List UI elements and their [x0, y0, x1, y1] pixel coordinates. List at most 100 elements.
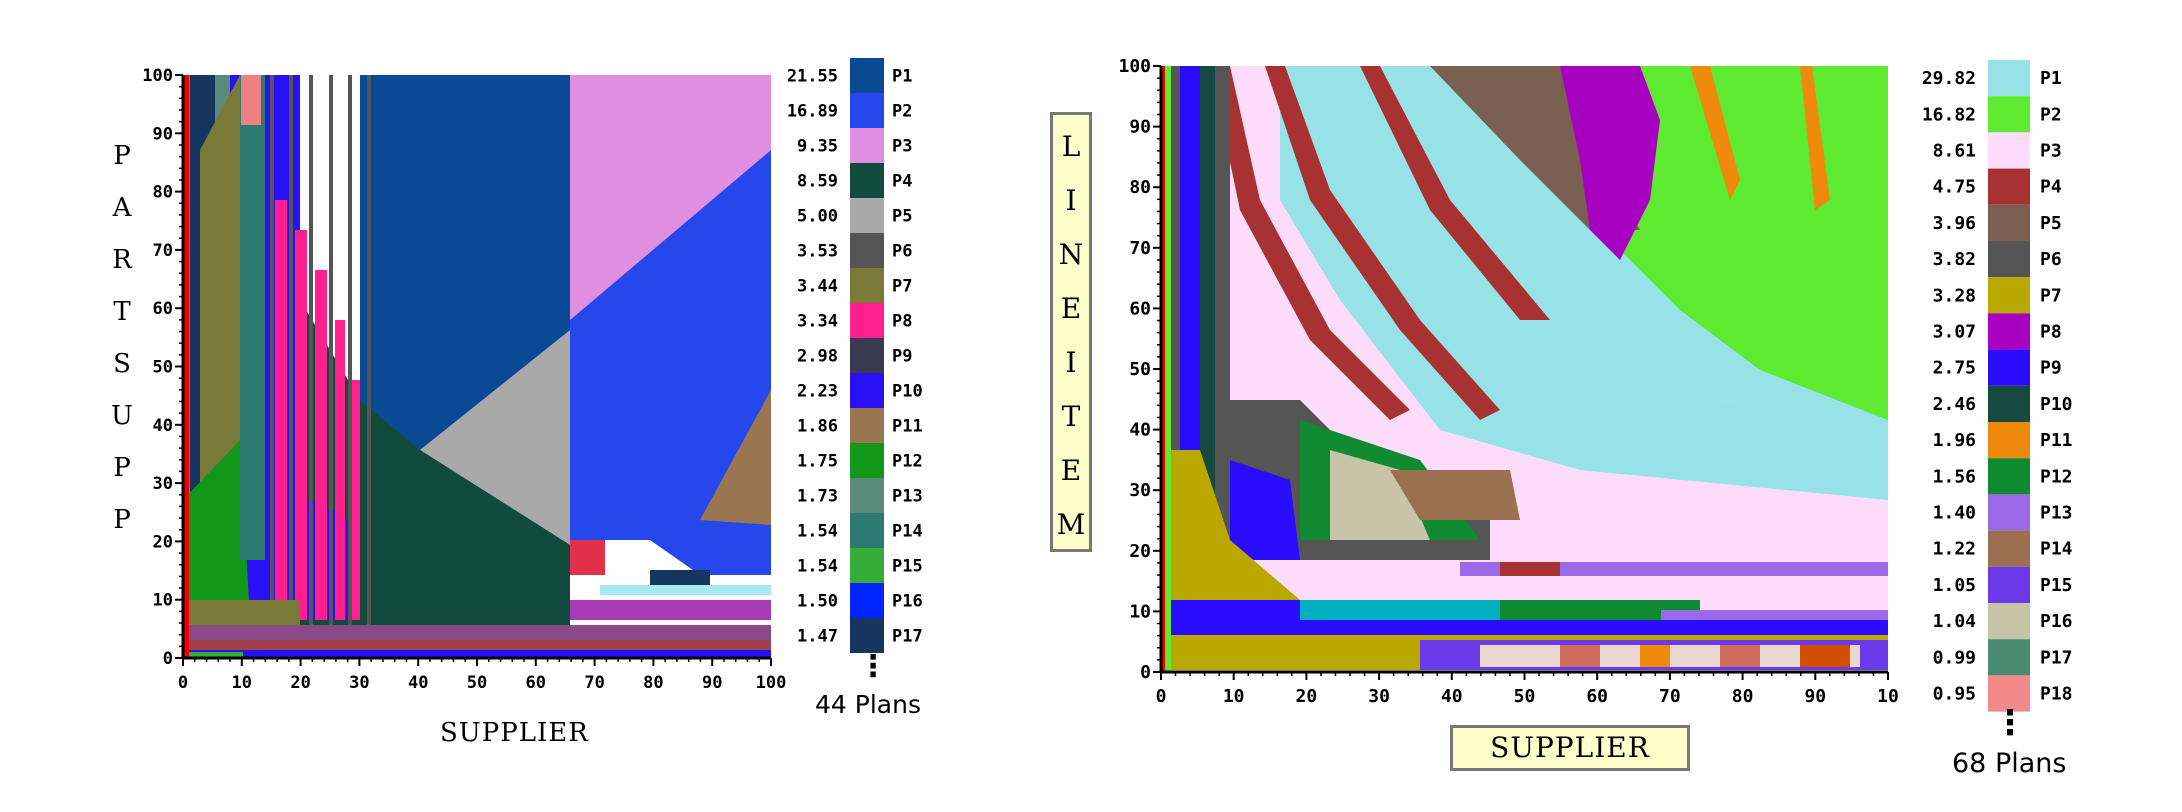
x-tick-label: 90	[702, 673, 722, 693]
x-tick-label: 70	[1659, 686, 1681, 707]
left-plan-regions	[183, 75, 771, 658]
legend-swatch	[850, 618, 884, 653]
legend-value: 8.59	[797, 172, 838, 192]
legend-plan-label: P4	[2040, 177, 2062, 198]
legend-plan-label: P17	[892, 627, 923, 647]
right-plans-count: 68 Plans	[1952, 748, 2067, 779]
legend-value: 3.34	[797, 312, 838, 332]
y-tick-label: 30	[1129, 480, 1151, 501]
legend-value: 8.61	[1933, 141, 1976, 162]
legend-swatch	[850, 373, 884, 408]
legend-swatch	[1988, 60, 2030, 97]
legend-value: 16.82	[1922, 104, 1976, 125]
legend-value: 1.04	[1933, 611, 1977, 632]
x-tick-label: 80	[1732, 686, 1754, 707]
y-tick-label: 100	[142, 66, 173, 86]
legend-swatch	[850, 408, 884, 443]
legend-plan-label: P14	[892, 522, 923, 542]
x-tick-label: 30	[349, 673, 369, 693]
legend-value: 1.05	[1933, 575, 1976, 596]
legend-swatch	[1988, 349, 2030, 386]
legend-value: 3.96	[1933, 213, 1976, 234]
legend-swatch	[1988, 168, 2030, 205]
legend-swatch	[1988, 566, 2030, 603]
legend-plan-label: P9	[892, 347, 912, 367]
legend-swatch	[1988, 241, 2030, 278]
legend-plan-label: P9	[2040, 358, 2062, 379]
legend-swatch	[1988, 96, 2030, 133]
legend-value: 1.56	[1933, 466, 1976, 487]
legend-value: 2.75	[1933, 358, 1976, 379]
legend-plan-label: P12	[2040, 466, 2073, 487]
left-more-indicator: ⋮	[858, 649, 888, 684]
x-tick-label: 70	[584, 673, 604, 693]
y-tick-label: 20	[1129, 541, 1151, 562]
legend-value: 1.54	[797, 557, 838, 577]
legend-plan-label: P4	[892, 172, 912, 192]
x-tick-label: 0	[1156, 686, 1167, 707]
legend-value: 1.40	[1933, 503, 1976, 524]
y-tick-label: 40	[153, 416, 173, 436]
x-tick-label: 0	[178, 673, 188, 693]
y-tick-label: 0	[1140, 662, 1151, 683]
right-x-axis-title: SUPPLIER	[1450, 725, 1690, 771]
legend-plan-label: P6	[892, 242, 912, 262]
legend-value: 3.07	[1933, 322, 1976, 343]
legend-plan-label: P8	[2040, 322, 2062, 343]
legend-plan-label: P1	[892, 67, 912, 87]
left-legend: 21.55 P1 16.89 P2 9.35 P3 8.59 P4 5.00 P5 3.53 P6 3.…	[787, 58, 923, 653]
legend-plan-label: P16	[892, 592, 923, 612]
legend-swatch	[850, 513, 884, 548]
legend-swatch	[1988, 494, 2030, 531]
x-tick-label: 90	[1804, 686, 1826, 707]
legend-plan-label: P3	[892, 137, 912, 157]
y-tick-label: 80	[1129, 177, 1151, 198]
legend-plan-label: P13	[2040, 503, 2073, 524]
legend-value: 1.47	[797, 627, 838, 647]
legend-plan-label: P5	[2040, 213, 2062, 234]
legend-value: 16.89	[787, 102, 838, 122]
legend-plan-label: P10	[892, 382, 923, 402]
legend-swatch	[1988, 313, 2030, 350]
y-tick-label: 30	[153, 474, 173, 494]
legend-value: 9.35	[797, 137, 838, 157]
legend-plan-label: P11	[2040, 430, 2073, 451]
y-tick-label: 10	[153, 591, 173, 611]
legend-plan-label: P12	[892, 452, 923, 472]
legend-value: 4.75	[1933, 177, 1976, 198]
legend-swatch	[850, 233, 884, 268]
legend-value: 1.86	[797, 417, 838, 437]
legend-value: 1.54	[797, 522, 838, 542]
legend-value: 1.22	[1933, 539, 1976, 560]
legend-value: 0.99	[1933, 647, 1976, 668]
left-plans-count: 44 Plans	[815, 690, 921, 719]
legend-plan-label: P13	[892, 487, 923, 507]
legend-swatch	[850, 443, 884, 478]
legend-value: 3.44	[797, 277, 838, 297]
x-tick-label: 50	[1514, 686, 1536, 707]
legend-value: 21.55	[787, 67, 838, 87]
right-more-indicator: ⋮	[1993, 703, 2027, 743]
legend-plan-label: P15	[2040, 575, 2073, 596]
legend-value: 3.28	[1933, 285, 1976, 306]
legend-swatch	[1988, 639, 2030, 676]
legend-plan-label: P7	[2040, 285, 2062, 306]
left-axes: 0 10 20 30 40 50 60 70 80 90 100 0 10 20 30 40 50 60 70 80 9…	[142, 66, 786, 693]
legend-value: 29.82	[1922, 68, 1976, 89]
right-axes: 0 10 20 30 40 50 60 70 80 90 100102030405060708090…	[1118, 56, 1898, 707]
legend-swatch	[1988, 422, 2030, 459]
legend-plan-label: P5	[892, 207, 912, 227]
legend-plan-label: P8	[892, 312, 912, 332]
right-legend: 29.82 P1 16.82 P2 8.61 P3 4.75 P4 3.96 P5 3.82 P6 3.…	[1922, 60, 2073, 712]
legend-plan-label: P7	[892, 277, 912, 297]
y-tick-label: 20	[153, 532, 173, 552]
legend-plan-label: P17	[2040, 647, 2073, 668]
legend-plan-label: P10	[2040, 394, 2073, 415]
legend-swatch	[850, 268, 884, 303]
y-tick-label: 90	[1129, 117, 1151, 138]
y-tick-label: 0	[163, 649, 173, 669]
y-tick-label: 50	[1129, 359, 1151, 380]
legend-swatch	[850, 303, 884, 338]
x-tick-label: 60	[526, 673, 546, 693]
